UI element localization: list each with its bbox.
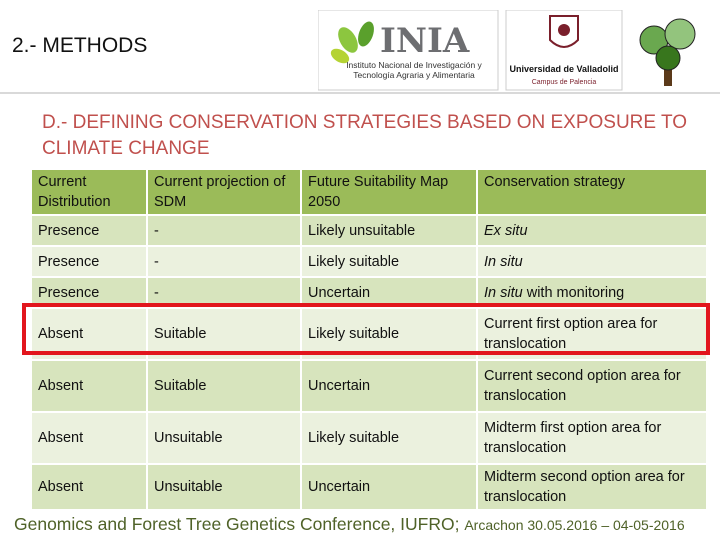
table-cell: -: [148, 278, 300, 307]
footer-place-date: Arcachon 30.05.2016 – 04-05-2016: [464, 517, 685, 533]
emphasis-text: In situ: [484, 284, 523, 301]
subtitle: D.- DEFINING CONSERVATION STRATEGIES BAS…: [42, 112, 688, 159]
table-cell: Absent: [32, 361, 146, 411]
table-row: Absent Suitable Uncertain Current second op…: [32, 361, 706, 411]
table-row: Absent Unsuitable Likely suitable Midterm f…: [32, 413, 706, 463]
table-cell: Presence: [32, 216, 146, 245]
footer: Genomics and Forest Tree Genetics Confer…: [14, 514, 685, 535]
emphasis-text: In situ: [484, 253, 523, 270]
table-cell: -: [148, 247, 300, 276]
table-cell: In situ with monitoring: [478, 278, 706, 307]
emphasis-text: Ex situ: [484, 222, 528, 239]
table-cell: Uncertain: [302, 465, 476, 509]
canopy: [655, 45, 681, 71]
header-cell: Current Distribution: [32, 170, 146, 214]
table-cell: Current second option area for transloca…: [478, 361, 706, 411]
table-cell: Presence: [32, 278, 146, 307]
table-cell: Unsuitable: [148, 465, 300, 509]
table-cell: -: [148, 216, 300, 245]
university-name: Universidad de Valladolid: [509, 64, 618, 74]
table-row: Absent Unsuitable Uncertain Midterm second …: [32, 465, 706, 509]
cell-text: with monitoring: [526, 284, 625, 301]
table-cell: Suitable: [148, 361, 300, 411]
canopy: [664, 18, 696, 50]
table-row: Presence - Likely suitable In situ: [32, 247, 706, 276]
table-cell: Midterm first option area for translocat…: [478, 413, 706, 463]
campus-name: Campus de Palencia: [532, 79, 597, 86]
table-cell: Absent: [32, 413, 146, 463]
table-row: Presence - Uncertain In situ with monitorin…: [32, 278, 706, 307]
strategy-table: Current Distribution Current projection o…: [30, 168, 708, 511]
leaf: [358, 21, 374, 47]
slide-title: 2.- METHODS: [12, 34, 148, 57]
leaf: [338, 27, 358, 53]
header-rule: [0, 92, 720, 94]
table-cell: In situ: [478, 247, 706, 276]
table-cell: Absent: [32, 465, 146, 509]
table-cell: Midterm second option area for transloca…: [478, 465, 706, 509]
table-row: Absent Suitable Likely suitable Current fir…: [32, 309, 706, 359]
inia-text: INIA: [380, 21, 470, 61]
table-cell: Presence: [32, 247, 146, 276]
table-cell: Ex situ: [478, 216, 706, 245]
shield-emblem: [558, 24, 570, 36]
leaf: [330, 48, 350, 64]
table-cell: Absent: [32, 309, 146, 359]
table-cell: Likely suitable: [302, 309, 476, 359]
header-row: Current Distribution Current projection o…: [32, 170, 706, 214]
table-cell: Uncertain: [302, 278, 476, 307]
header-cell: Future Suitability Map 2050: [302, 170, 476, 214]
header-cell: Current projection of SDM: [148, 170, 300, 214]
table-cell: Likely suitable: [302, 247, 476, 276]
highlight-box: [22, 303, 710, 355]
inia-name-box: Instituto Nacional de Investigación y Te…: [346, 60, 482, 80]
inia-name: Instituto Nacional de Investigación y Te…: [346, 60, 482, 80]
table-row: Presence - Likely unsuitable Ex situ: [32, 216, 706, 245]
table-cell: Uncertain: [302, 361, 476, 411]
table-cell: Suitable: [148, 309, 300, 359]
footer-conference: Genomics and Forest Tree Genetics Confer…: [14, 514, 460, 534]
table-cell: Unsuitable: [148, 413, 300, 463]
table-cell: Current first option area for translocat…: [478, 309, 706, 359]
logos: INIA Instituto Nacional de Investigación…: [318, 10, 708, 91]
table-cell: Likely unsuitable: [302, 216, 476, 245]
header-cell: Conservation strategy: [478, 170, 706, 214]
table-cell: Likely suitable: [302, 413, 476, 463]
